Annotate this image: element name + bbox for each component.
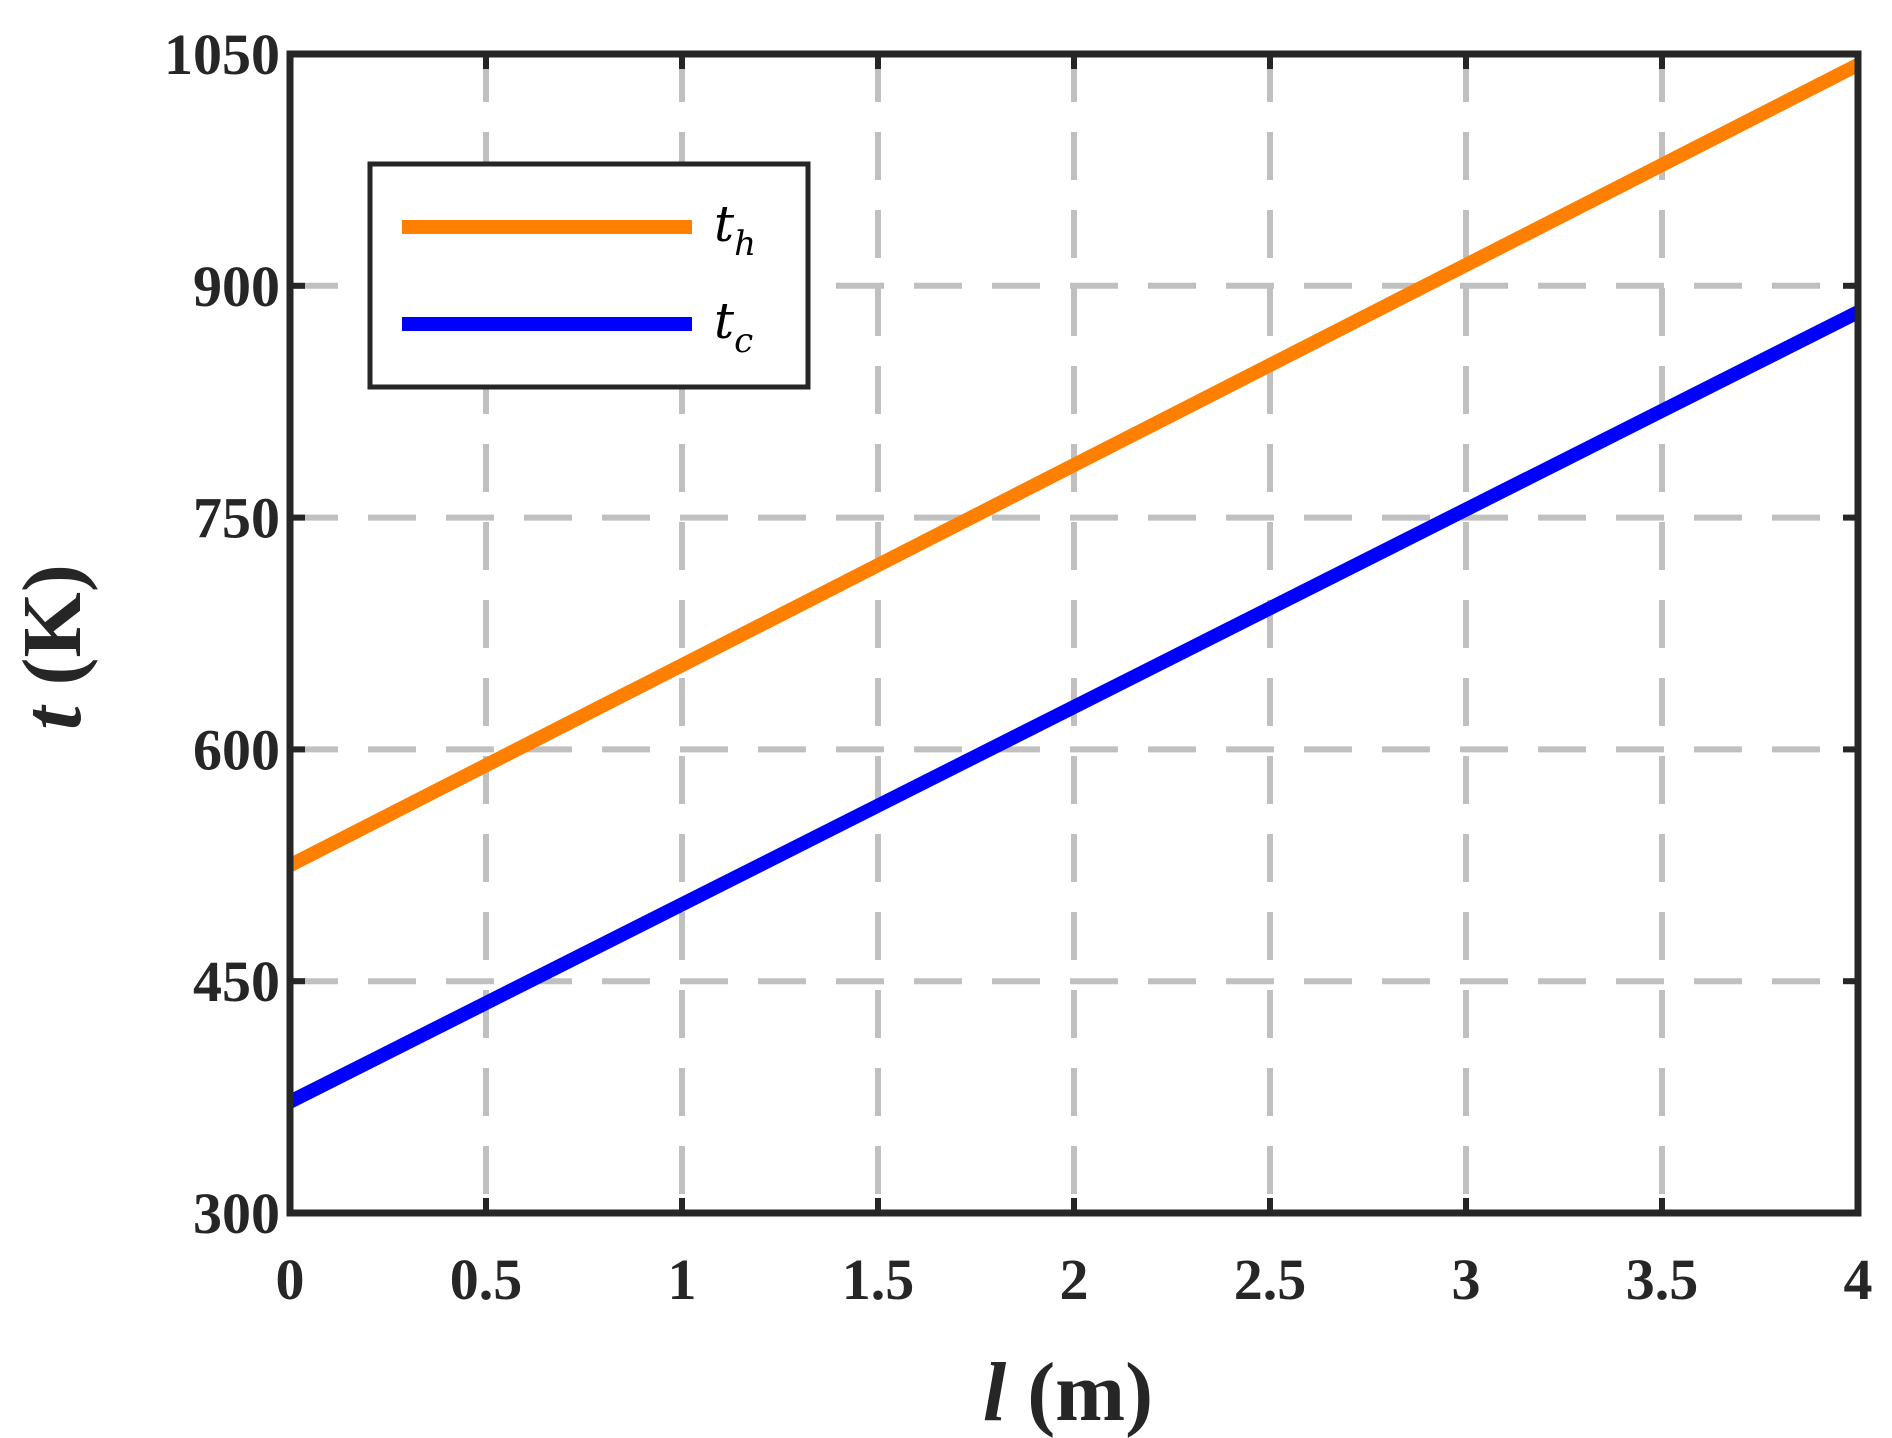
legend-label-tc: tc	[714, 292, 753, 361]
y-tick-label: 1050	[164, 22, 280, 87]
y-tick-labels: 300 450 600 750 900 1050	[164, 22, 280, 1246]
legend-box	[367, 161, 811, 390]
x-tick-label: 1	[668, 1247, 697, 1312]
y-tick-label: 900	[193, 254, 280, 319]
x-tick-label: 0.5	[450, 1247, 523, 1312]
x-tick-label: 4	[1844, 1247, 1873, 1312]
x-tick-label: 2.5	[1234, 1247, 1307, 1312]
x-tick-label: 2	[1060, 1247, 1089, 1312]
y-tick-label: 450	[193, 949, 280, 1014]
series-group	[286, 58, 1862, 1108]
series-line-th	[286, 58, 1862, 872]
series-line-tc	[286, 305, 1862, 1108]
legend: th tc	[367, 161, 811, 390]
x-tick-label: 3	[1452, 1247, 1481, 1312]
y-tick-label: 600	[193, 717, 280, 782]
y-axis-label: t (K)	[6, 564, 99, 730]
x-tick-label: 3.5	[1626, 1247, 1699, 1312]
x-tick-labels: 0 0.5 1 1.5 2 2.5 3 3.5 4	[276, 1247, 1873, 1312]
tick-marks	[287, 51, 1861, 1216]
legend-label-th: th	[714, 195, 756, 264]
x-tick-label: 0	[276, 1247, 305, 1312]
y-tick-label: 750	[193, 486, 280, 551]
x-axis-label: l (m)	[983, 1346, 1153, 1438]
y-tick-label: 300	[193, 1181, 280, 1246]
x-tick-label: 1.5	[842, 1247, 915, 1312]
